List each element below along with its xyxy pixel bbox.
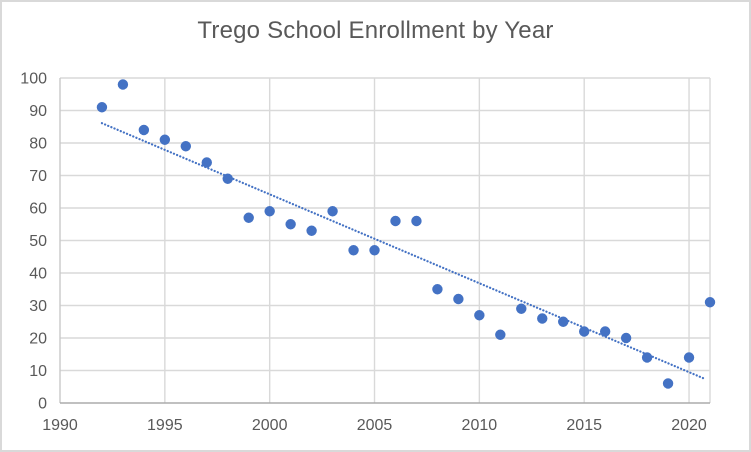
x-tick-label: 2010 (462, 417, 498, 434)
data-point (117, 79, 129, 90)
data-point (327, 206, 338, 217)
x-tick-label: 1990 (42, 417, 78, 434)
y-tick-label: 20 (29, 331, 47, 348)
data-point (683, 352, 695, 363)
data-point (411, 215, 422, 227)
y-tick-label: 70 (29, 168, 47, 185)
y-tick-label: 30 (29, 298, 47, 315)
data-point (578, 326, 590, 337)
x-tick-label: 1995 (147, 417, 183, 434)
data-point (599, 326, 611, 337)
y-tick-label: 60 (29, 201, 47, 218)
data-point (180, 141, 192, 152)
data-point (369, 245, 380, 256)
trendline (100, 122, 707, 381)
data-point (348, 245, 359, 256)
data-point (474, 310, 485, 321)
data-point (620, 332, 632, 344)
x-tick-label: 2015 (566, 417, 602, 434)
data-point (138, 124, 150, 136)
data-point (285, 219, 296, 230)
y-tick-label: 50 (29, 233, 47, 250)
y-tick-label: 90 (29, 103, 47, 120)
data-point (662, 378, 674, 389)
data-point (516, 303, 527, 314)
data-point (558, 316, 569, 327)
data-point (453, 293, 464, 305)
data-point (432, 284, 443, 295)
y-tick-label: 10 (29, 363, 47, 380)
y-tick-label: 40 (29, 266, 47, 283)
data-point (641, 352, 653, 363)
y-tick-label: 0 (38, 396, 47, 413)
data-point (704, 297, 716, 308)
x-tick-label: 2000 (252, 417, 288, 434)
data-point (495, 329, 506, 340)
data-point (390, 215, 401, 227)
chart-title: Trego School Enrollment by Year (197, 17, 554, 44)
data-point (222, 173, 233, 184)
data-point (537, 313, 548, 324)
data-point (96, 102, 108, 113)
x-tick-label: 2020 (671, 417, 707, 434)
x-tick-label: 2005 (357, 417, 393, 434)
data-point (264, 206, 275, 217)
data-point (201, 157, 212, 168)
y-tick-label: 100 (20, 71, 47, 88)
data-point (159, 134, 171, 145)
data-point (243, 212, 254, 223)
data-point (306, 225, 317, 236)
y-tick-label: 80 (29, 136, 47, 153)
